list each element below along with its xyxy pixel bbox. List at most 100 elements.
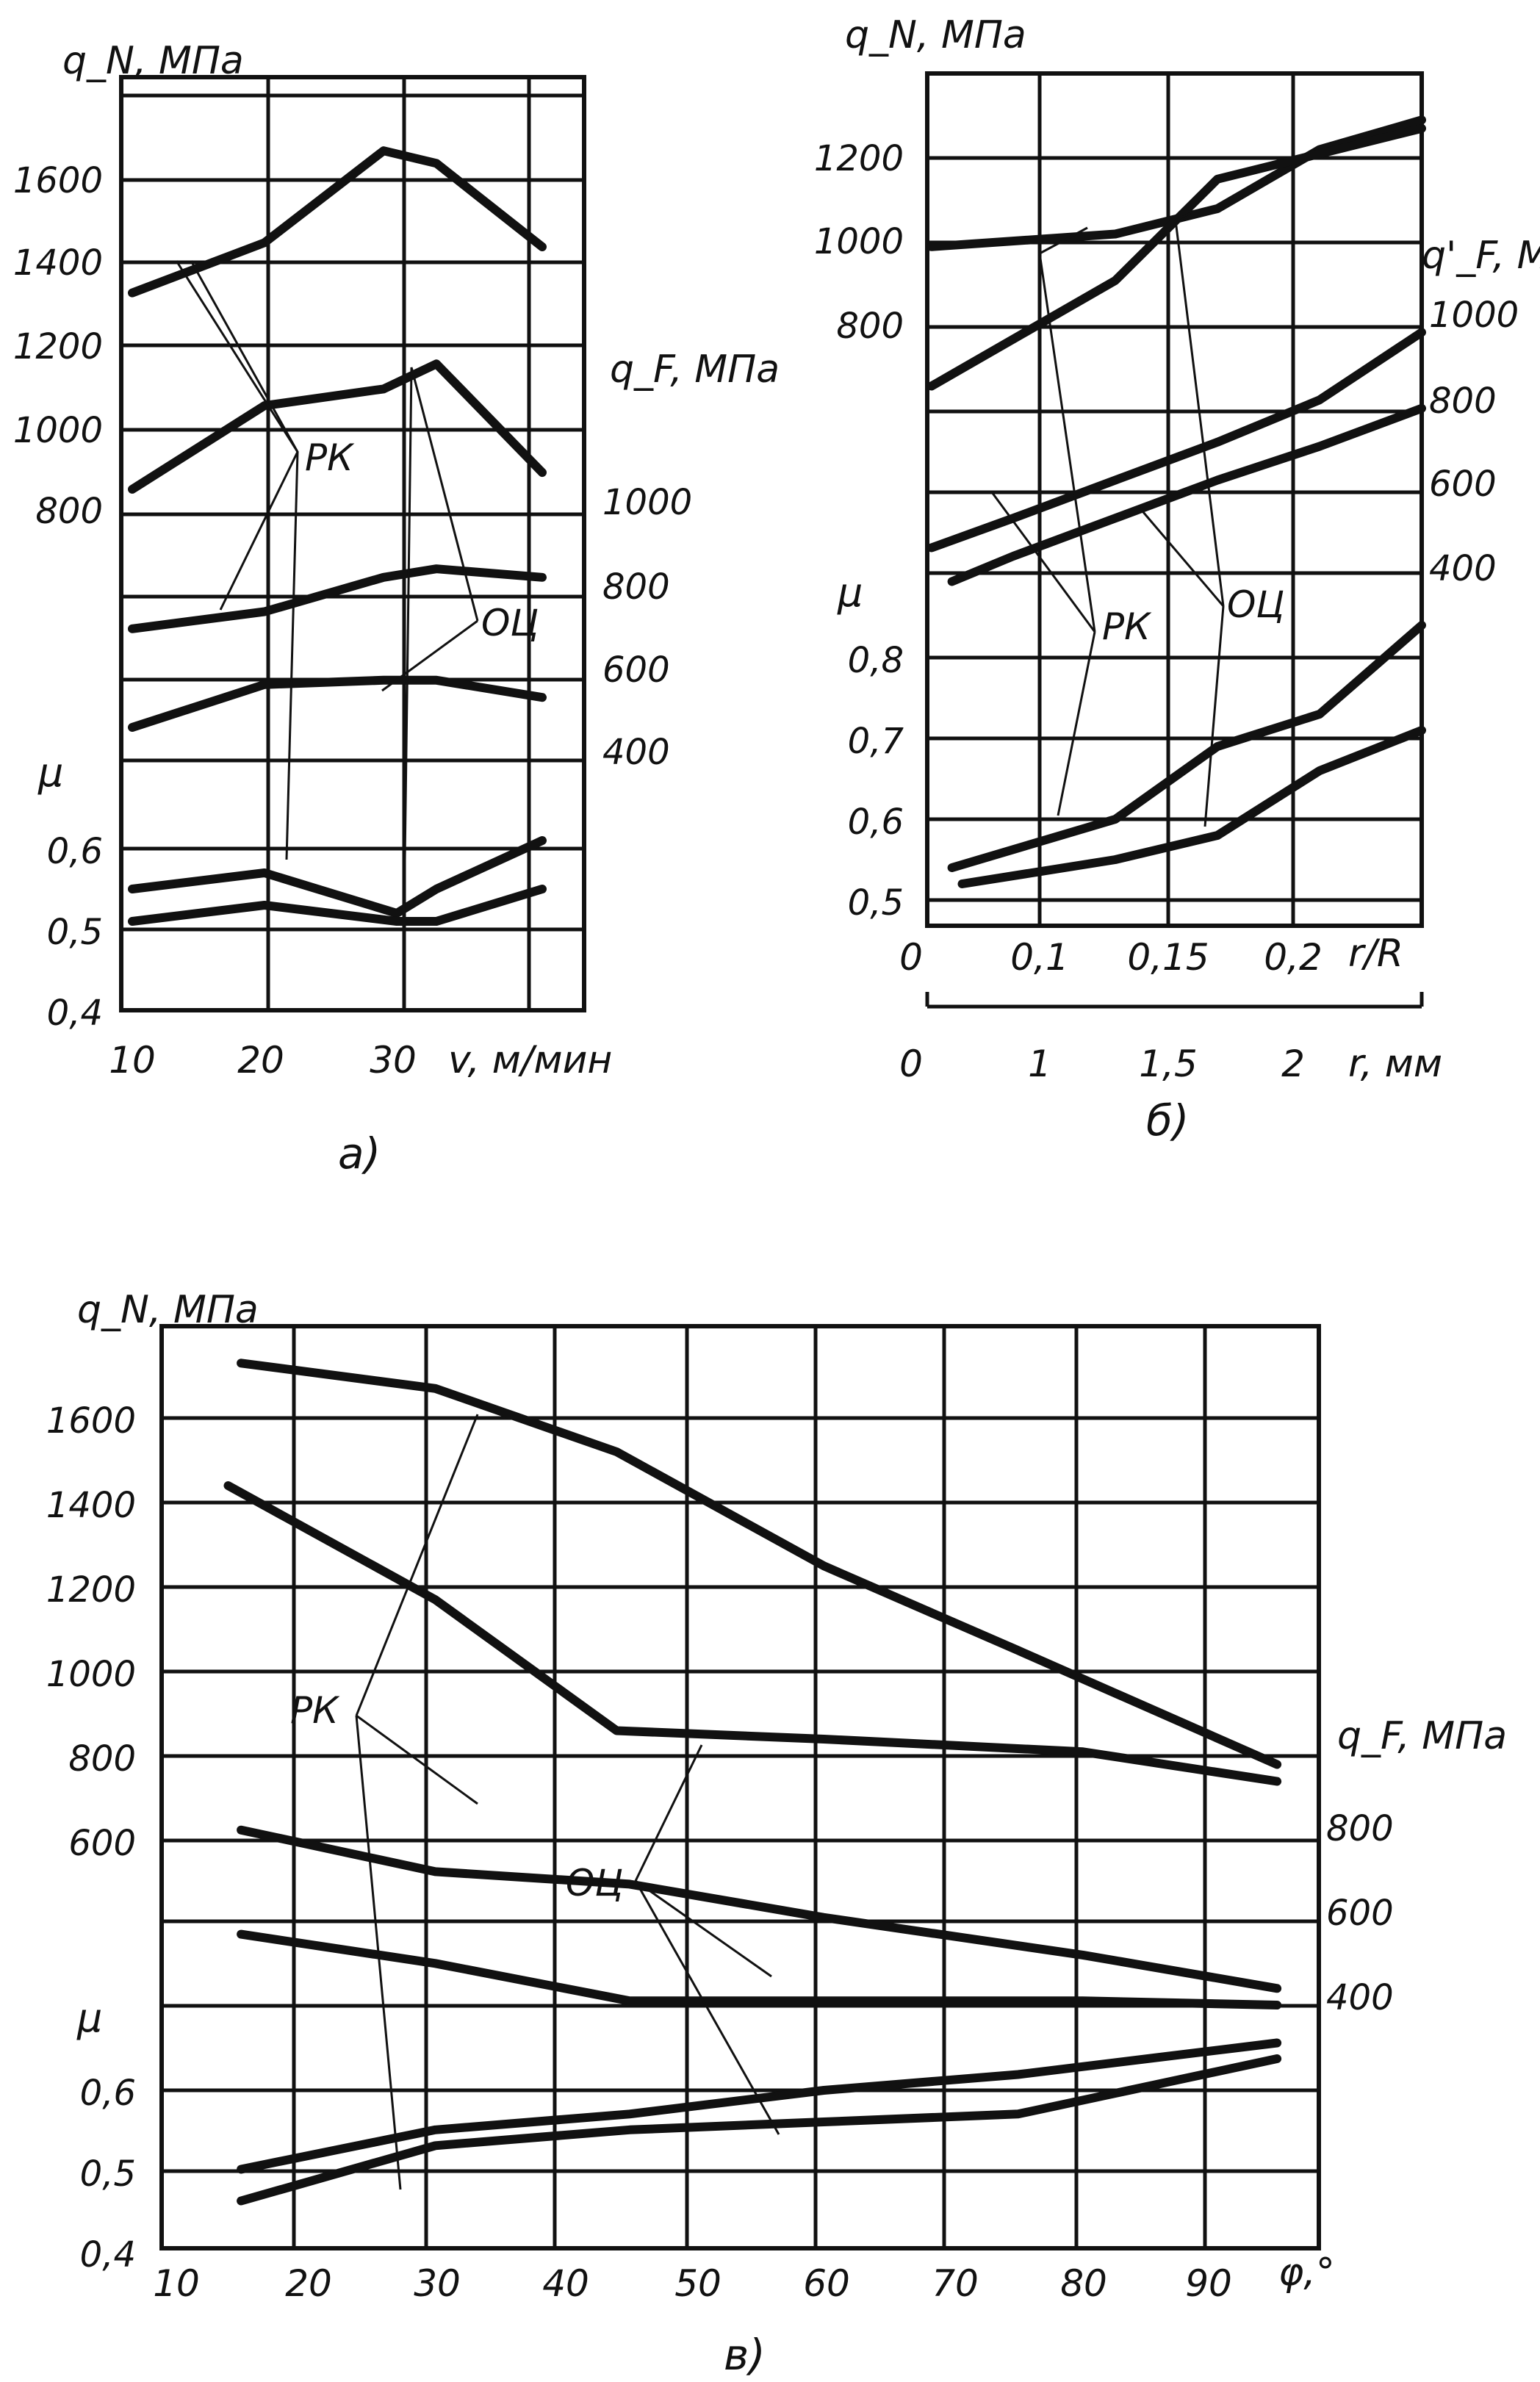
panel-c-y-left-tick: 1200 [46,1569,136,1611]
panel-b-y-left-tick: 1200 [814,138,904,179]
panel-b-x2-tick: 1 [1028,1043,1051,1085]
panel-b-y-right-tick: 800 [1429,381,1497,422]
panel-a-y-right-tick: 800 [602,566,670,608]
panel-a-y-left-tick: 800 [35,491,103,532]
panel-c-mu-tick: 0,6 [80,2073,136,2114]
panel-c-series-4 [237,2038,1282,2174]
panel-a-y-left-tick: 1400 [13,242,103,284]
panel-a-panel-label: а) [338,1129,381,1179]
panel-a-leader [285,451,299,860]
panel-b-y-left-tick: 800 [836,306,904,347]
panel-c-x-tick: 30 [414,2262,461,2305]
panel-a-ticks: 1600 1400 1200 1000 800 1000 800 600 400 0,6 0,5 0,… [13,160,692,1082]
panel-b-y-right-label: q'_F, МПа [1422,234,1540,278]
panel-b-mu-tick: 0,7 [848,721,904,762]
panel-b-leader [1174,212,1225,607]
panel-b-curves [926,115,1426,888]
panel-a-frame [119,75,586,1012]
panel-b-y-right-tick: 400 [1429,548,1497,589]
panel-a-grid [119,75,586,1012]
panel-c-curves [223,1359,1282,2206]
panel-b-x-tick: 0,1 [1010,936,1069,979]
panel-b-leaders [925,212,1424,1009]
panel-b-x-tick: 0 [899,936,923,979]
panel-b-leader [1137,506,1225,607]
panel-b-x-tick: 0,2 [1264,936,1323,979]
panel-a-series-1 [128,359,547,494]
panel-a-leaders [175,260,479,915]
panel-a-mu-tick: 0,4 [47,993,103,1034]
panel-c-leader [634,1744,703,1882]
panel-c-y-left-tick: 600 [68,1823,136,1864]
panel-c-y-right-tick: 400 [1326,1977,1394,2018]
panel-a-y-left-tick: 1600 [13,160,103,201]
panel-c-y-left-tick: 1400 [46,1485,136,1526]
panel-c-grid [159,1324,1321,2250]
panel-a-series-3 [128,675,547,732]
panel-a-leader [403,367,479,915]
panel-b-x2-tick: 0 [899,1043,923,1085]
panel-c-leaders [355,1414,780,2190]
panel-b-mu-label: μ [837,569,863,616]
panel-a-leader [190,260,299,611]
panel-b-mu-tick: 0,8 [848,640,904,681]
panel-b-y-right-tick: 600 [1429,464,1497,505]
panel-b-leader [1057,631,1096,816]
panel-c-y-left-tick: 1000 [46,1654,136,1695]
panel-c-leader [634,1880,780,2135]
panel-c-x-label: φ,° [1278,2250,1335,2295]
panel-a-curves [128,146,547,926]
panel-b-oc-label: ОЦ [1227,583,1284,626]
panel-c-series-0 [237,1359,1282,1769]
panel-b-series-1 [926,123,1426,391]
panel-a-series-0 [128,146,547,298]
panel-c-x-tick: 70 [932,2262,979,2305]
panel-b-mu-tick: 0,6 [848,802,904,843]
panel-c-leader [355,1715,402,2190]
panel-a-x-tick: 10 [109,1039,156,1082]
panel-b-x2-label: r, мм [1348,1042,1442,1086]
panel-c-x-tick: 40 [542,2262,589,2305]
panel-c-mu-label: μ [76,1995,102,2041]
panel-a-oc-label: ОЦ [481,602,539,644]
panel-c-series-3 [237,1929,1282,2009]
panel-b-ticks: 1200 1000 800 1000 800 600 400 0,8 0,7 0,6 0,5 0 0,1… [814,138,1519,1085]
panel-c-ticks: 1600 1400 1200 1000 800 600 800 600 400 0,6 0,5 0,4… [46,1400,1394,2305]
panel-b-frame [925,71,1424,928]
panel-b-x-label: r/R [1348,932,1403,976]
panel-a-mu-tick: 0,5 [47,912,103,953]
panel-a-y-left-tick: 1200 [13,326,103,367]
panel-b-y-left-tick: 1000 [814,221,904,262]
panel-c-x-tick: 10 [153,2262,200,2305]
panel-c-series-2 [237,1825,1282,1993]
panel-a-y-right-tick: 400 [602,732,670,773]
panel-a-leader [175,260,299,453]
panel-c-x-tick: 90 [1185,2262,1232,2305]
panel-b-x2-tick: 1,5 [1139,1043,1198,1085]
panel-b-mu-tick: 0,5 [848,882,904,924]
panel-c-x-tick: 50 [674,2262,722,2305]
panel-c-leader [355,1414,479,1716]
panel-c-x-tick: 20 [285,2262,332,2305]
panel-b-leader [990,492,1096,633]
panel-a-y-left-tick: 1000 [13,410,103,451]
panel-a-mu-tick: 0,6 [47,831,103,872]
panel-c-x-tick: 80 [1060,2262,1107,2305]
panel-c: q_N, МПа q_F, МПа μ φ,° в) РК ОЦ 1600 140… [46,1288,1507,2380]
panel-c-y-left-tick: 1600 [46,1400,136,1442]
panel-b-leader [1038,226,1096,633]
panel-b-panel-label: б) [1146,1095,1189,1145]
panel-a: q_N, МПа q_F, МПа μ v, м/мин а) РК ОЦ 16… [13,39,780,1179]
panel-b-series-2 [926,328,1426,553]
panel-c-y-right-label: q_F, МПа [1337,1714,1507,1758]
panel-b-x-tick: 0,15 [1127,936,1209,979]
panel-c-oc-label: ОЦ [566,1862,623,1904]
panel-b-series-5 [957,726,1426,888]
panel-b-rk-label: РК [1102,605,1152,648]
panel-c-mu-tick: 0,4 [80,2234,136,2275]
panel-c-y-right-tick: 800 [1326,1808,1394,1849]
panel-b-series-0 [926,115,1426,251]
panel-c-panel-label: в) [724,2330,766,2380]
panel-b-leader [1203,605,1225,827]
